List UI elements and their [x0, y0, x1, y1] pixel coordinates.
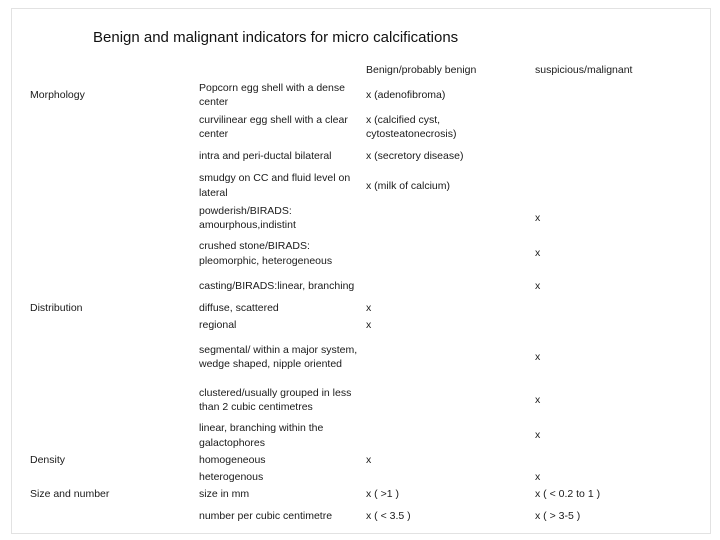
- row-descriptor-line1: intra and peri-ductal bilateral: [199, 150, 332, 162]
- row-descriptor-line2: regional: [199, 319, 237, 331]
- row-descriptor-line1: clustered/usually grouped in less: [199, 387, 352, 399]
- row-malignant-mark: x: [535, 471, 541, 483]
- row-malignant-mark: x ( < 0.2 to 1 ): [535, 488, 601, 500]
- row-malignant-mark: x ( > 3-5 ): [535, 510, 581, 522]
- row-benign-mark: x: [366, 302, 372, 314]
- header-malignant: suspicious/malignant: [535, 64, 633, 76]
- row-benign-mark-line2: x: [366, 319, 372, 331]
- category-size-number: Size and number: [30, 488, 110, 500]
- row-malignant-mark: x: [535, 351, 541, 363]
- row-descriptor-line2: center: [199, 128, 229, 140]
- row-benign-mark: x (adenofibroma): [366, 89, 446, 101]
- row-descriptor-line1: segmental/ within a major system,: [199, 344, 358, 356]
- row-descriptor-line2: lateral: [199, 187, 228, 199]
- category-morphology: Morphology: [30, 89, 85, 101]
- row-descriptor-line2: pleomorphic, heterogeneous: [199, 255, 333, 267]
- row-benign-mark: x ( < 3.5 ): [366, 510, 411, 522]
- slide-frame: [11, 8, 711, 534]
- row-malignant-mark: x: [535, 212, 541, 224]
- row-benign-mark-line2: cytosteatonecrosis): [366, 128, 457, 140]
- row-descriptor-line1: diffuse, scattered: [199, 302, 279, 314]
- row-descriptor-line1: curvilinear egg shell with a clear: [199, 114, 348, 126]
- row-benign-mark: x (calcified cyst,: [366, 114, 441, 126]
- page-title: Benign and malignant indicators for micr…: [93, 29, 459, 46]
- row-malignant-mark: x: [535, 247, 541, 259]
- row-descriptor-line2: center: [199, 96, 229, 108]
- row-descriptor-line2: than 2 cubic centimetres: [199, 401, 313, 413]
- category-distribution: Distribution: [30, 302, 83, 314]
- row-descriptor-line1: homogeneous: [199, 454, 266, 466]
- row-descriptor-line1: Popcorn egg shell with a dense: [199, 82, 345, 94]
- row-benign-mark: x ( >1 ): [366, 488, 399, 500]
- row-malignant-mark: x: [535, 394, 541, 406]
- row-descriptor-line1: heterogenous: [199, 471, 264, 483]
- row-descriptor-line2: amourphous,indistint: [199, 219, 296, 231]
- row-malignant-mark: x: [535, 429, 541, 441]
- row-descriptor-line1: powderish/BIRADS:: [199, 205, 292, 217]
- row-descriptor-line1: smudgy on CC and fluid level on: [199, 172, 351, 184]
- header-benign: Benign/probably benign: [366, 64, 477, 76]
- row-descriptor-line2: wedge shaped, nipple oriented: [199, 358, 343, 370]
- category-density: Density: [30, 454, 66, 466]
- row-descriptor-line1: linear, branching within the: [199, 422, 324, 434]
- row-descriptor-line2: galactophores: [199, 437, 265, 449]
- row-descriptor-line1: size in mm: [199, 488, 250, 500]
- row-benign-mark: x (secretory disease): [366, 150, 464, 162]
- row-descriptor-line1: crushed stone/BIRADS:: [199, 240, 310, 252]
- row-descriptor-line1: number per cubic centimetre: [199, 510, 333, 522]
- row-malignant-mark: x: [535, 280, 541, 292]
- row-descriptor-line1: casting/BIRADS:linear, branching: [199, 280, 355, 292]
- row-benign-mark: x: [366, 454, 372, 466]
- row-benign-mark: x (milk of calcium): [366, 180, 451, 192]
